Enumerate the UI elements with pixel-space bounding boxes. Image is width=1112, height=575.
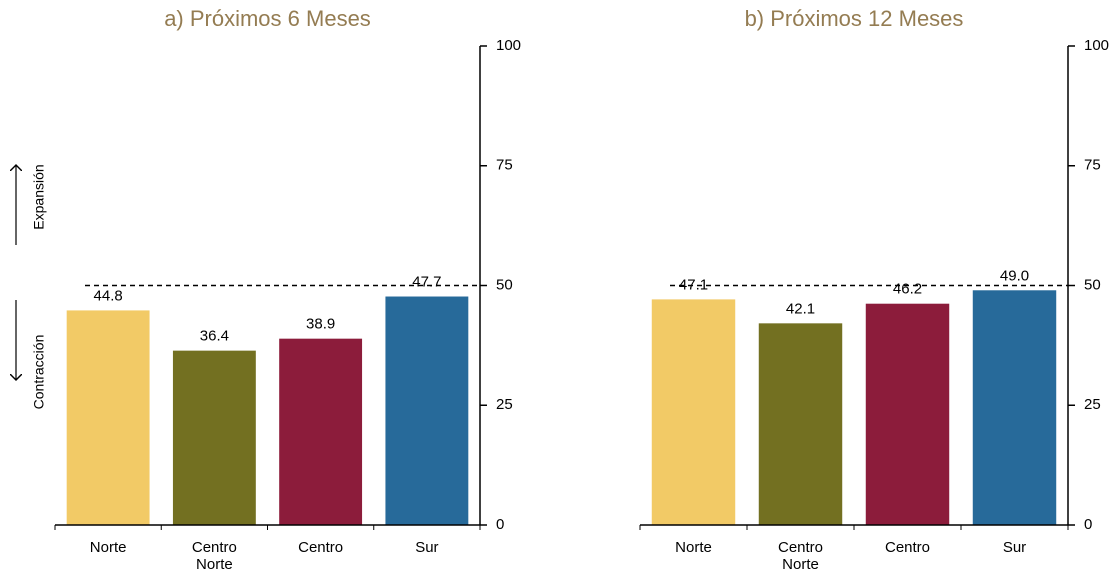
value-label: 47.1 — [679, 276, 708, 293]
y-tick-label: 0 — [496, 516, 504, 533]
y-tick-label: 25 — [496, 396, 513, 413]
bar — [651, 299, 736, 525]
chart-title: b) Próximos 12 Meses — [745, 6, 964, 31]
x-tick-label: Sur — [415, 539, 439, 556]
value-label: 46.2 — [893, 281, 922, 298]
x-tick-label: Norte — [675, 539, 712, 556]
y-tick-label: 100 — [496, 37, 521, 54]
bar — [385, 296, 469, 525]
y-tick-label: 75 — [496, 157, 513, 174]
value-label: 44.8 — [94, 287, 123, 304]
y-tick-label: 75 — [1084, 157, 1101, 174]
x-tick-label: Centro — [884, 539, 931, 556]
chart-title: a) Próximos 6 Meses — [164, 6, 371, 31]
value-label: 49.0 — [1000, 267, 1029, 284]
annotation: Expansión — [31, 164, 47, 229]
value-label: 42.1 — [786, 300, 815, 317]
y-tick-label: 100 — [1084, 37, 1109, 54]
bar — [66, 310, 150, 525]
y-tick-label: 25 — [1084, 396, 1101, 413]
value-label: 47.7 — [412, 273, 441, 290]
bar — [279, 338, 363, 525]
value-label: 36.4 — [200, 328, 229, 345]
bar — [972, 290, 1057, 525]
x-tick-label: Norte — [89, 539, 127, 556]
y-tick-label: 0 — [1084, 516, 1092, 533]
bar — [758, 323, 843, 525]
x-tick-label: Centro Norte — [777, 539, 824, 573]
y-tick-label: 50 — [496, 276, 513, 293]
x-tick-label: Sur — [1002, 539, 1027, 556]
bar — [172, 350, 256, 525]
y-tick-label: 50 — [1084, 276, 1101, 293]
annotation: Contracción — [31, 335, 47, 410]
x-tick-label: Centro Norte — [191, 539, 237, 573]
value-label: 38.9 — [306, 316, 335, 333]
x-tick-label: Centro — [298, 539, 344, 556]
bar — [865, 303, 950, 525]
